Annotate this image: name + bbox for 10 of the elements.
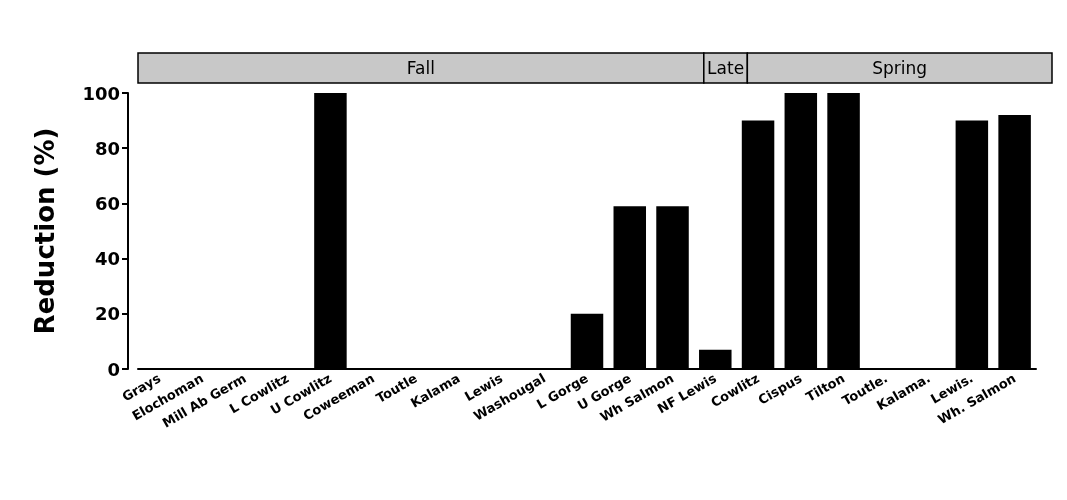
y-tick-label: 100 — [82, 82, 120, 104]
y-tick-label: 20 — [94, 303, 120, 325]
y-axis-title: Reduction (%) — [30, 127, 60, 335]
y-tick-label: 80 — [94, 137, 120, 159]
y-tick-label: 60 — [94, 192, 120, 214]
text: Spring — [872, 58, 928, 78]
text: Late — [707, 58, 745, 78]
y-tick-label: 0 — [107, 358, 120, 380]
y-tick-label: 40 — [94, 248, 120, 270]
text: Fall — [406, 58, 435, 78]
